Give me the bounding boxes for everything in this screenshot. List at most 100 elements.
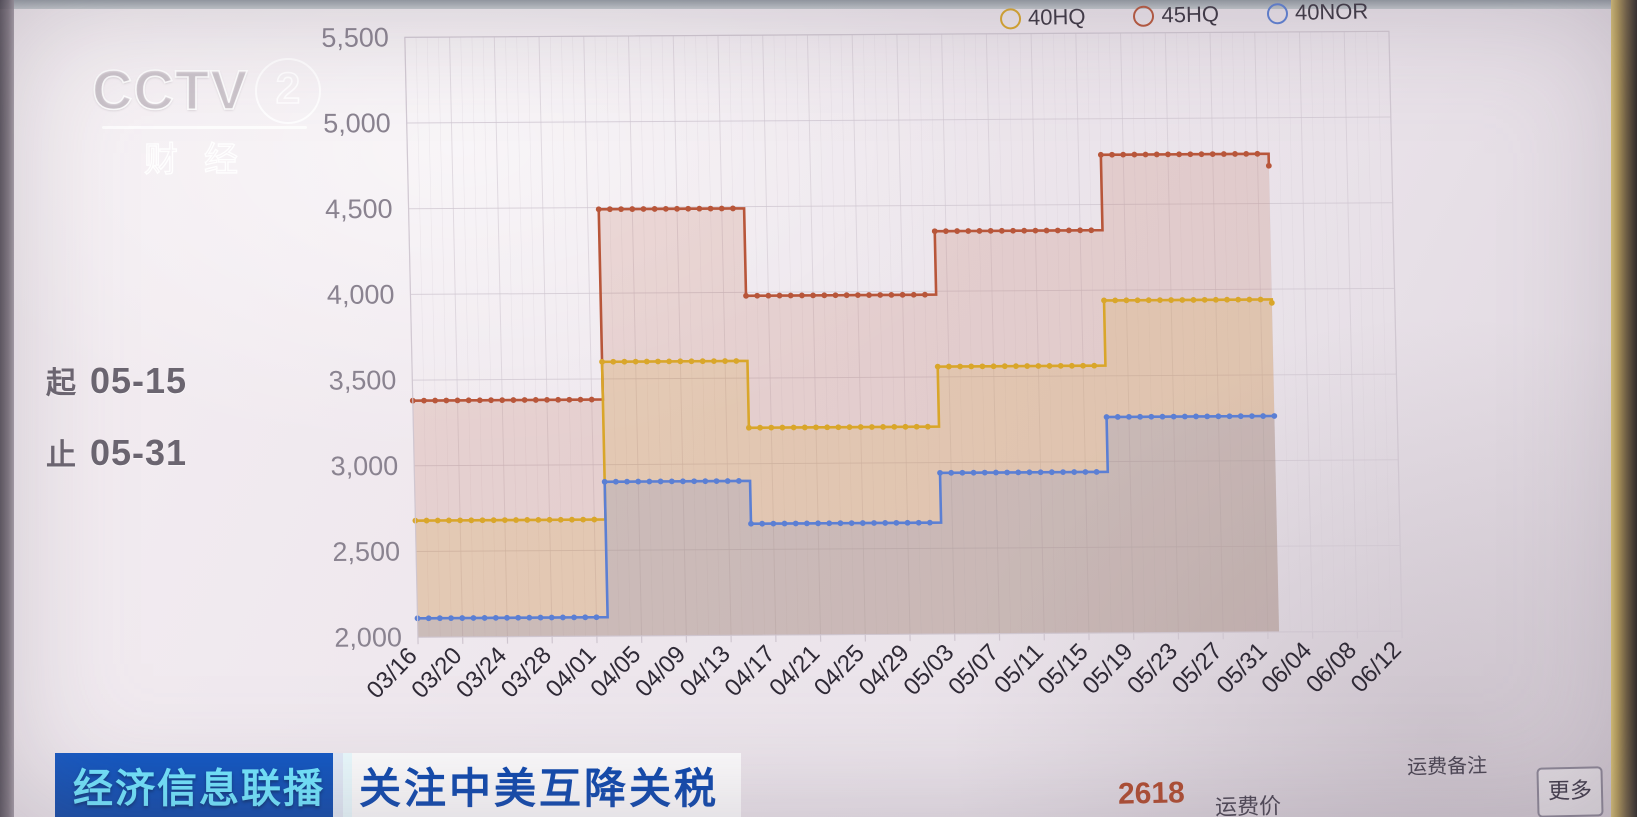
marker bbox=[713, 478, 720, 484]
marker bbox=[799, 292, 805, 299]
marker bbox=[691, 478, 698, 485]
marker bbox=[577, 396, 584, 403]
marker bbox=[1120, 151, 1127, 158]
chart-plot-frame bbox=[404, 30, 1403, 638]
marker bbox=[821, 292, 828, 299]
marker bbox=[459, 615, 466, 621]
marker bbox=[965, 228, 972, 234]
marker bbox=[745, 424, 752, 431]
x-tick-label: 04/05 bbox=[585, 641, 646, 703]
sheet-row-number: 2618 bbox=[1117, 776, 1186, 811]
marker bbox=[465, 397, 472, 404]
marker bbox=[1145, 297, 1152, 304]
marker bbox=[651, 206, 658, 212]
x-tick-label: 03/28 bbox=[496, 642, 557, 704]
chart-point-markers bbox=[409, 150, 1278, 622]
marker bbox=[593, 614, 600, 621]
marker bbox=[1254, 150, 1261, 157]
end-label: 止 bbox=[46, 439, 76, 472]
marker bbox=[635, 478, 642, 485]
x-tick-label: 05/03 bbox=[898, 639, 959, 701]
marker bbox=[882, 520, 889, 526]
marker bbox=[436, 615, 443, 622]
marker bbox=[591, 516, 598, 523]
marker bbox=[948, 469, 955, 476]
marker bbox=[1159, 413, 1166, 420]
marker bbox=[848, 520, 855, 527]
marker bbox=[1134, 297, 1141, 304]
marker bbox=[787, 292, 794, 299]
marker bbox=[1066, 227, 1072, 234]
marker bbox=[1068, 362, 1075, 369]
y-tick-label: 2,500 bbox=[332, 537, 400, 567]
marker bbox=[588, 396, 595, 403]
marker bbox=[843, 292, 850, 299]
marker bbox=[421, 397, 427, 404]
marker bbox=[646, 478, 653, 485]
marker bbox=[559, 614, 566, 621]
x-tick-label: 05/11 bbox=[989, 639, 1049, 699]
marker bbox=[724, 478, 731, 484]
marker bbox=[707, 205, 714, 212]
marker bbox=[666, 358, 673, 365]
marker bbox=[970, 469, 977, 476]
marker bbox=[1257, 296, 1264, 303]
date-range-start-row: 起 05-15 bbox=[46, 358, 286, 402]
marker bbox=[702, 478, 709, 485]
marker bbox=[893, 519, 900, 526]
marker bbox=[776, 292, 783, 299]
marker bbox=[854, 292, 861, 299]
freight-rate-chart[interactable]: 2,000 2,500 3,000 3,500 4,000 4,500 5,000 5,500… bbox=[296, 0, 1453, 760]
marker bbox=[792, 520, 799, 527]
end-value: 05-31 bbox=[90, 432, 188, 473]
date-range-end-row: 止 05-31 bbox=[46, 430, 286, 474]
marker bbox=[998, 227, 1005, 234]
x-tick-label: 04/29 bbox=[854, 639, 915, 701]
marker bbox=[1077, 227, 1084, 234]
marker bbox=[1181, 413, 1188, 420]
marker bbox=[1054, 227, 1061, 234]
marker bbox=[945, 363, 952, 370]
marker bbox=[557, 516, 564, 523]
marker bbox=[468, 517, 475, 524]
x-tick-label: 05/23 bbox=[1122, 638, 1183, 700]
x-tick-label: 05/15 bbox=[1033, 638, 1094, 700]
marker bbox=[1268, 299, 1275, 306]
marker bbox=[685, 205, 692, 212]
marker bbox=[1137, 413, 1144, 420]
marker bbox=[624, 478, 630, 485]
marker bbox=[813, 424, 819, 431]
marker bbox=[1097, 151, 1104, 158]
marker bbox=[1187, 151, 1194, 158]
marker bbox=[1021, 227, 1028, 234]
marker bbox=[790, 424, 797, 431]
marker bbox=[501, 517, 508, 523]
marker bbox=[730, 205, 736, 212]
marker bbox=[902, 423, 909, 430]
marker bbox=[513, 517, 519, 523]
marker bbox=[1048, 469, 1055, 476]
marker bbox=[722, 358, 728, 364]
marker bbox=[899, 291, 906, 298]
marker bbox=[607, 206, 613, 213]
x-tick-label: 05/27 bbox=[1167, 638, 1228, 700]
marker bbox=[1112, 297, 1119, 304]
marker bbox=[566, 396, 573, 403]
marker bbox=[866, 292, 872, 298]
marker bbox=[1123, 297, 1130, 304]
marker bbox=[871, 520, 877, 526]
marker bbox=[510, 397, 517, 403]
marker bbox=[859, 520, 866, 526]
line-40NOR bbox=[417, 414, 1275, 620]
marker bbox=[891, 423, 898, 430]
marker bbox=[1046, 363, 1053, 369]
x-tick-label: 05/07 bbox=[943, 639, 1004, 701]
marker bbox=[1015, 469, 1022, 476]
marker bbox=[1004, 469, 1011, 476]
marker bbox=[668, 478, 675, 485]
marker bbox=[718, 205, 725, 212]
sheet-more-button[interactable]: 更多 bbox=[1536, 766, 1604, 817]
marker bbox=[804, 520, 810, 527]
y-tick-label: 2,000 bbox=[334, 622, 402, 652]
